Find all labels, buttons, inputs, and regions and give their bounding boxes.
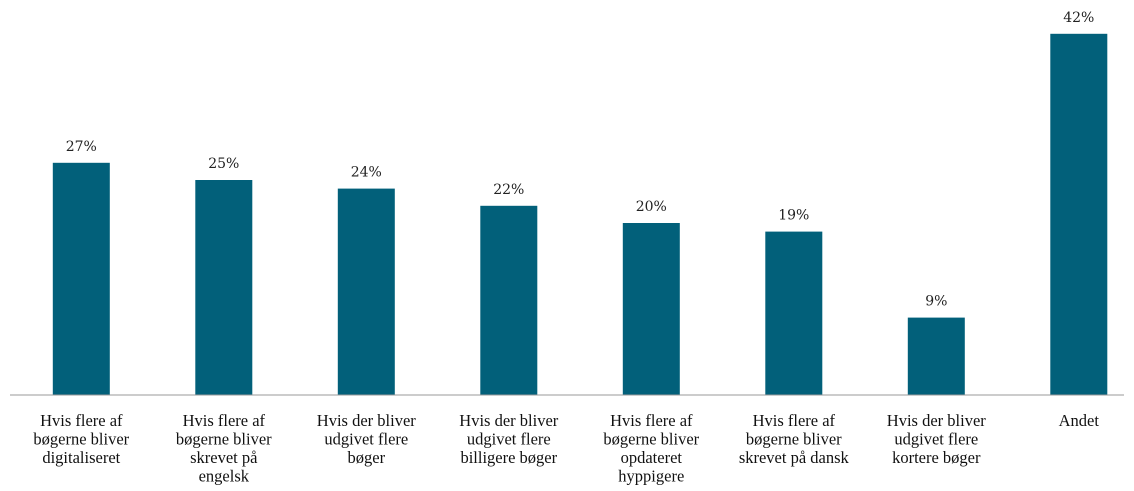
category-label-line: billigere bøger (460, 448, 557, 467)
bar (337, 188, 395, 395)
category-label-line: bøgerne bliver (746, 430, 842, 449)
data-label: 24% (351, 165, 382, 181)
category-label-line: udgivet flere (467, 430, 551, 449)
category-label-line: engelsk (199, 467, 250, 486)
category-label-line: Hvis flere af (183, 411, 266, 430)
data-label: 27% (66, 139, 97, 155)
category-labels-group: Hvis flere af bøgerne bliver digitaliseret… (33, 411, 1099, 486)
category-label-line: hyppigere (618, 467, 684, 486)
data-label: 20% (636, 199, 667, 215)
category-label: Hvis flere af bøgerne bliver skrevet på eng… (176, 411, 272, 486)
category-label: Andet (1059, 411, 1100, 430)
data-label: 22% (493, 182, 524, 198)
category-label: Hvis flere af bøgerne bliver opdateret hypp… (603, 411, 699, 486)
category-label-line: kortere bøger (892, 448, 981, 467)
bar (907, 317, 965, 395)
data-labels-group: 27% 25% 24% 22% 20% 19% 9% 42% (66, 10, 1095, 310)
bar (480, 205, 538, 395)
category-label-line: bøgerne bliver (176, 430, 272, 449)
category-label-line: udgivet flere (324, 430, 408, 449)
data-label: 42% (1063, 10, 1094, 26)
category-label-line: Hvis flere af (753, 411, 836, 430)
category-label-line: bøger (348, 448, 386, 467)
category-label-line: Hvis der bliver (887, 411, 986, 430)
category-label-line: bøgerne bliver (33, 430, 129, 449)
data-label: 19% (778, 208, 809, 224)
category-label-line: Hvis flere af (40, 411, 123, 430)
category-label: Hvis flere af bøgerne bliver digitaliseret (33, 411, 129, 467)
category-label-line: skrevet på dansk (739, 448, 850, 467)
data-label: 25% (208, 156, 239, 172)
category-label: Hvis der bliver udgivet flere kortere bøge… (887, 411, 986, 467)
bar (52, 162, 110, 395)
bars-group (52, 33, 1108, 396)
category-label-line: udgivet flere (894, 430, 978, 449)
category-label-line: Andet (1059, 411, 1100, 430)
category-label-line: digitaliseret (42, 448, 120, 467)
category-label: Hvis der bliver udgivet flere billigere bø… (459, 411, 558, 467)
category-label-line: Hvis der bliver (317, 411, 416, 430)
category-label: Hvis der bliver udgivet flere bøger (317, 411, 416, 467)
bar (1050, 33, 1108, 396)
category-label-line: opdateret (621, 448, 683, 467)
category-label-line: Hvis der bliver (459, 411, 558, 430)
bar (765, 231, 823, 395)
bar (622, 223, 680, 395)
category-label-line: bøgerne bliver (603, 430, 699, 449)
data-label: 9% (925, 294, 947, 310)
category-label-line: Hvis flere af (610, 411, 693, 430)
bar (195, 180, 253, 395)
category-label-line: skrevet på (190, 448, 258, 467)
category-label: Hvis flere af bøgerne bliver skrevet på da… (739, 411, 850, 467)
